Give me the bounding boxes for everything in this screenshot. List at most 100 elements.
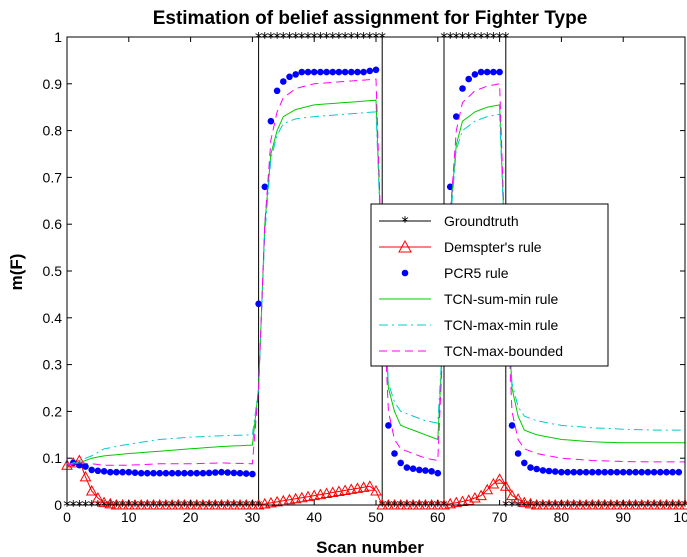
- groundtruth-point: *: [434, 497, 442, 515]
- groundtruth-point: *: [446, 29, 454, 47]
- legend-label: Groundtruth: [444, 213, 519, 229]
- groundtruth-point: *: [483, 29, 491, 47]
- pcr5-point: [496, 68, 503, 76]
- groundtruth-point: *: [595, 497, 603, 515]
- dempster-point: [98, 496, 110, 508]
- groundtruth-point: *: [644, 497, 652, 515]
- pcr5-point: [156, 469, 163, 477]
- groundtruth-point: *: [76, 497, 84, 515]
- dempster-point: [475, 489, 487, 501]
- pcr5-point: [323, 68, 330, 76]
- pcr5-point: [242, 470, 250, 477]
- pcr5-point: [483, 68, 491, 76]
- pcr5-point: [304, 68, 312, 76]
- y-tick-label: 0.7: [43, 169, 63, 185]
- pcr5-point: [551, 468, 559, 475]
- pcr5-point: [162, 469, 170, 477]
- dempster-point: [524, 497, 537, 509]
- groundtruth-point: *: [242, 497, 250, 515]
- groundtruth-point: *: [255, 29, 263, 47]
- pcr5-point: [150, 469, 157, 477]
- groundtruth-point: *: [335, 29, 343, 47]
- groundtruth-point: *: [440, 497, 448, 515]
- pcr5-point: [669, 468, 676, 476]
- y-tick-label: 1: [54, 29, 62, 45]
- legend-marker: *: [401, 213, 409, 231]
- x-axis-label: Scan number: [316, 538, 424, 557]
- dempster-point: [493, 473, 506, 484]
- pcr5-point: [514, 450, 522, 457]
- groundtruth-point: *: [502, 29, 510, 47]
- pcr5-point: [453, 113, 460, 120]
- pcr5-point: [88, 466, 95, 474]
- dempster-point: [333, 485, 345, 496]
- groundtruth-point: *: [63, 497, 71, 515]
- y-tick-label: 0.4: [43, 310, 63, 326]
- pcr5-point: [168, 469, 176, 477]
- groundtruth-point: *: [218, 497, 226, 515]
- dempster-point: [370, 484, 382, 496]
- x-tick-label: 10: [121, 509, 137, 525]
- dempster-point: [512, 493, 524, 504]
- dempster-point: [283, 493, 296, 505]
- pcr5-point: [545, 467, 553, 475]
- groundtruth-point: *: [422, 497, 430, 515]
- groundtruth-point: *: [125, 497, 133, 515]
- groundtruth-point: *: [601, 497, 609, 515]
- y-tick-label: 0.2: [43, 403, 63, 419]
- pcr5-point: [360, 68, 367, 76]
- y-tick-label: 0.3: [43, 357, 63, 373]
- pcr5-point: [607, 468, 615, 476]
- groundtruth-point: *: [521, 497, 529, 515]
- groundtruth-point: *: [589, 497, 597, 515]
- groundtruth-point: *: [107, 497, 115, 515]
- pcr5-point: [255, 300, 262, 308]
- groundtruth-point: *: [551, 497, 559, 515]
- pcr5-point: [261, 183, 269, 191]
- groundtruth-point: *: [236, 497, 244, 515]
- groundtruth-point: *: [613, 497, 621, 515]
- pcr5-point: [391, 450, 398, 457]
- groundtruth-point: *: [607, 497, 615, 515]
- pcr5-point: [94, 467, 102, 475]
- pcr5-point: [459, 85, 466, 92]
- pcr5-point: [613, 468, 621, 476]
- dempster-point: [363, 480, 376, 491]
- pcr5-point: [471, 71, 479, 78]
- pcr5-point: [397, 459, 405, 467]
- pcr5-point: [663, 468, 670, 476]
- pcr5-point: [446, 183, 454, 191]
- pcr5-point: [589, 468, 596, 476]
- pcr5-point: [428, 468, 435, 475]
- series-line: [66, 78, 685, 466]
- pcr5-point: [144, 469, 151, 477]
- pcr5-point: [280, 78, 287, 85]
- legend-item: * Groundtruth: [379, 213, 519, 231]
- legend-item: PCR5 rule: [401, 265, 509, 281]
- groundtruth-point: *: [113, 497, 121, 515]
- pcr5-point: [341, 68, 349, 76]
- dempster-point: [258, 497, 271, 509]
- groundtruth-point: *: [539, 497, 547, 515]
- y-tick-label: 0.9: [43, 76, 63, 92]
- groundtruth-point: *: [323, 29, 331, 47]
- pcr5-point: [137, 469, 145, 477]
- groundtruth-point: *: [224, 497, 232, 515]
- legend-item: Demspter's rule: [379, 239, 542, 255]
- groundtruth-point: *: [354, 29, 362, 47]
- pcr5-point: [570, 468, 578, 476]
- groundtruth-point: *: [663, 497, 671, 515]
- series-line: [66, 99, 685, 466]
- x-tick-label: 100: [673, 509, 687, 525]
- groundtruth-point: *: [317, 29, 325, 47]
- dempster-point: [289, 492, 302, 504]
- groundtruth-point: *: [249, 497, 257, 515]
- pcr5-point: [490, 68, 497, 76]
- series-4: [66, 111, 685, 466]
- pcr5-point: [218, 468, 225, 476]
- groundtruth-point: *: [471, 29, 479, 47]
- pcr5-point: [292, 71, 300, 78]
- series-3: [66, 99, 685, 466]
- groundtruth-point: *: [545, 497, 553, 515]
